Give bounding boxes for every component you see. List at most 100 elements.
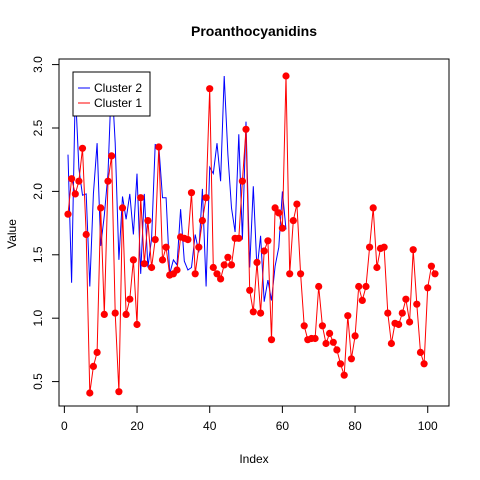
y-tick-label: 2.5 [31, 119, 45, 136]
data-point-cluster-1 [406, 318, 414, 326]
data-point-cluster-1 [213, 270, 221, 278]
data-point-cluster-1 [347, 355, 355, 363]
data-point-cluster-1 [395, 320, 403, 329]
data-point-cluster-1 [238, 177, 246, 185]
data-point-cluster-1 [275, 209, 283, 217]
data-point-cluster-1 [140, 260, 148, 268]
data-point-cluster-1 [286, 270, 294, 278]
data-point-cluster-1 [297, 270, 305, 278]
data-point-cluster-1 [173, 266, 181, 274]
data-point-cluster-1 [206, 85, 214, 93]
data-point-cluster-1 [257, 309, 265, 317]
data-point-cluster-1 [220, 261, 228, 269]
data-point-cluster-1 [373, 263, 381, 272]
y-tick-label: 0.5 [31, 373, 45, 390]
x-axis: 0 20 40 60 80 100 [61, 405, 438, 433]
data-point-cluster-1 [158, 256, 167, 264]
data-point-cluster-1 [402, 295, 410, 303]
data-point-cluster-1 [198, 217, 206, 225]
data-point-cluster-1 [86, 389, 94, 397]
data-point-cluster-1 [387, 339, 395, 348]
data-point-cluster-1 [162, 243, 170, 251]
data-point-cluster-1 [209, 263, 217, 272]
data-point-cluster-1 [424, 284, 432, 292]
data-point-cluster-1 [282, 72, 290, 80]
data-point-cluster-1 [398, 309, 406, 317]
data-point-cluster-1 [148, 263, 156, 272]
data-point-cluster-1 [315, 282, 323, 291]
data-point-cluster-1 [89, 362, 97, 370]
data-point-cluster-1 [118, 204, 127, 212]
data-point-cluster-1 [155, 143, 163, 151]
data-point-cluster-1 [187, 189, 196, 197]
data-point-cluster-1 [260, 247, 268, 255]
data-point-cluster-1 [195, 243, 203, 251]
data-point-cluster-1 [82, 230, 90, 239]
x-tick-label: 40 [203, 419, 217, 433]
data-point-cluster-1 [416, 348, 425, 356]
y-tick-label: 3.0 [31, 56, 45, 73]
chart-title: Proanthocyanidins [191, 23, 317, 39]
x-tick-label: 20 [130, 419, 144, 433]
data-point-cluster-1 [420, 360, 428, 368]
data-point-cluster-1 [126, 295, 134, 303]
data-point-cluster-1 [249, 308, 257, 316]
data-point-cluster-1 [104, 177, 112, 185]
data-point-cluster-1 [300, 322, 308, 330]
data-point-cluster-1 [111, 309, 119, 317]
data-point-cluster-1 [333, 346, 341, 354]
y-axis: 0.5 1.0 1.5 2.0 2.5 3.0 [31, 56, 60, 390]
data-point-cluster-1 [340, 371, 348, 379]
data-point-cluster-1 [100, 310, 108, 318]
data-point-cluster-1 [318, 322, 326, 330]
data-point-cluster-1 [413, 300, 421, 308]
data-point-cluster-1 [115, 388, 123, 396]
x-tick-label: 100 [418, 419, 438, 433]
data-point-cluster-1 [336, 360, 345, 368]
data-point-cluster-1 [129, 256, 137, 264]
data-point-cluster-1 [68, 175, 76, 183]
data-point-cluster-1 [97, 204, 105, 212]
data-point-cluster-1 [431, 270, 439, 278]
series-layer [64, 72, 439, 397]
data-point-cluster-1 [329, 338, 337, 346]
data-point-cluster-1 [93, 348, 101, 356]
data-point-cluster-1 [64, 210, 72, 218]
legend-entry-cluster-2: Cluster 2 [94, 81, 142, 95]
legend: Cluster 2 Cluster 1 [72, 71, 151, 117]
data-point-cluster-1 [271, 204, 279, 212]
data-point-cluster-1 [202, 194, 210, 202]
data-point-cluster-1 [184, 236, 192, 244]
data-point-cluster-1 [267, 336, 276, 344]
data-point-cluster-1 [227, 261, 236, 269]
data-point-cluster-1 [289, 217, 297, 225]
x-tick-label: 60 [276, 419, 290, 433]
data-point-cluster-1 [264, 237, 272, 245]
data-point-cluster-1 [366, 243, 374, 251]
data-point-cluster-1 [144, 217, 152, 225]
data-point-cluster-1 [71, 190, 79, 198]
x-axis-label: Index [239, 452, 268, 466]
data-point-cluster-1 [362, 282, 370, 291]
data-point-cluster-1 [137, 194, 145, 202]
legend-box [72, 71, 151, 117]
y-axis-label: Value [5, 219, 19, 249]
data-point-cluster-1 [358, 296, 366, 304]
series-line-cluster-2 [67, 75, 287, 302]
y-tick-label: 1.5 [31, 246, 45, 263]
data-point-cluster-1 [235, 234, 243, 242]
data-point-cluster-1 [427, 262, 435, 270]
x-tick-label: 0 [61, 419, 68, 433]
data-point-cluster-1 [242, 125, 250, 133]
data-point-cluster-1 [322, 339, 330, 348]
data-point-cluster-1 [75, 177, 83, 185]
data-point-cluster-1 [351, 332, 359, 340]
data-point-cluster-1 [108, 152, 116, 160]
y-tick-label: 1.0 [31, 310, 45, 327]
data-point-cluster-1 [122, 310, 130, 318]
data-point-cluster-1 [355, 282, 363, 291]
data-point-cluster-1 [253, 258, 261, 266]
data-point-cluster-1 [224, 253, 232, 261]
